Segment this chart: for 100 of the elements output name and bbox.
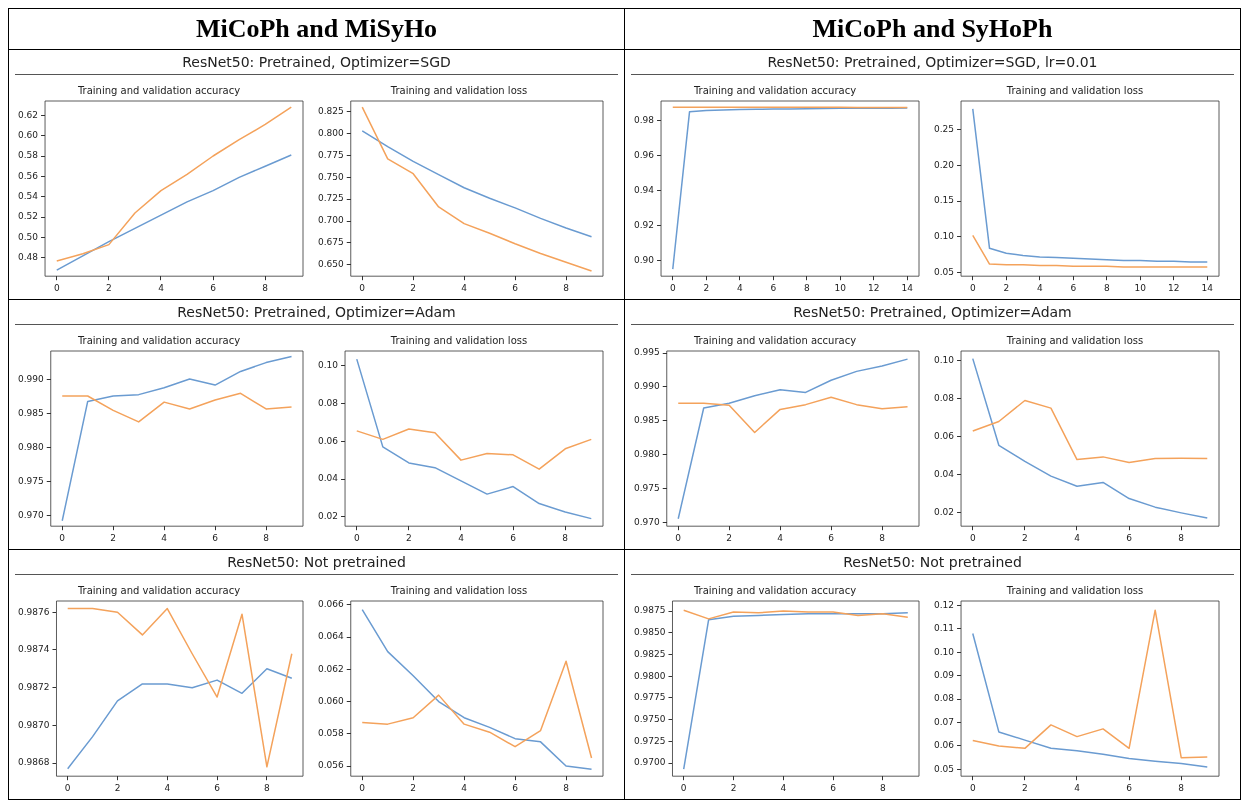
x-tick-label: 0: [353, 532, 360, 543]
x-tick-label: 8: [563, 782, 570, 793]
chart-title: Training and validation loss: [1005, 584, 1144, 596]
y-tick-label: 0.06: [933, 740, 955, 751]
x-tick-label: 2: [726, 532, 733, 543]
text: MiCoPh and SyHoPh: [812, 14, 1053, 43]
x-tick-label: 6: [828, 532, 835, 543]
y-tick-label: 0.9870: [17, 719, 50, 730]
y-tick-label: 0.62: [17, 109, 39, 120]
chart-title: Training and validation loss: [389, 584, 528, 596]
x-tick-label: 6: [1126, 782, 1133, 793]
x-tick-label: 6: [1126, 532, 1133, 543]
x-tick-label: 2: [1003, 282, 1010, 293]
chart-title: Training and validation accuracy: [76, 584, 241, 596]
y-tick-label: 0.985: [634, 415, 660, 426]
x-tick-label: 2: [703, 282, 710, 293]
y-tick-label: 0.94: [633, 184, 655, 195]
x-tick-label: 8: [562, 532, 569, 543]
x-tick-label: 0: [53, 282, 60, 293]
x-tick-label: 4: [1074, 532, 1081, 543]
x-tick-label: 2: [1022, 532, 1028, 543]
y-tick-label: 0.02: [317, 511, 339, 522]
y-tick-label: 0.825: [318, 105, 344, 116]
y-tick-label: 0.56: [17, 170, 39, 181]
y-tick-label: 0.700: [318, 215, 345, 226]
y-tick-label: 0.990: [18, 373, 45, 384]
x-tick-label: 4: [158, 282, 165, 293]
x-tick-label: 8: [1103, 282, 1110, 293]
chart-subtitle: ResNet50: Pretrained, Optimizer=SGD: [15, 54, 618, 75]
x-tick-label: 8: [263, 532, 270, 543]
x-tick-label: 4: [777, 532, 784, 543]
y-tick-label: 0.12: [933, 599, 955, 610]
y-tick-label: 0.04: [933, 469, 955, 480]
x-tick-label: 8: [803, 282, 810, 293]
chart-title: Training and validation accuracy: [76, 334, 241, 346]
x-tick-label: 8: [1178, 782, 1185, 793]
y-tick-label: 0.9800: [633, 670, 666, 681]
y-tick-label: 0.52: [17, 211, 39, 222]
chart-title: Training and validation accuracy: [76, 84, 241, 96]
y-tick-label: 0.20: [933, 159, 955, 170]
y-tick-label: 0.064: [318, 631, 345, 642]
y-tick-label: 0.9825: [633, 648, 666, 659]
y-tick-label: 0.990: [634, 381, 661, 392]
y-tick-label: 0.10: [317, 360, 339, 371]
y-tick-label: 0.9874: [17, 644, 50, 655]
x-tick-label: 12: [868, 282, 880, 293]
y-tick-label: 0.9750: [633, 714, 666, 724]
y-tick-label: 0.54: [17, 191, 39, 202]
x-tick-label: 2: [114, 782, 121, 793]
y-tick-label: 0.056: [318, 760, 345, 771]
x-tick-label: 0: [359, 782, 366, 793]
y-tick-label: 0.9872: [17, 682, 50, 692]
x-tick-label: 10: [834, 282, 847, 293]
y-tick-label: 0.650: [318, 259, 345, 270]
x-tick-label: 14: [901, 282, 914, 293]
chart-title: Training and validation loss: [389, 334, 528, 346]
x-tick-label: 0: [359, 282, 366, 293]
x-tick-label: 2: [1022, 782, 1028, 793]
x-tick-label: 4: [458, 532, 465, 543]
y-tick-label: 0.9875: [633, 605, 666, 616]
y-tick-label: 0.980: [18, 442, 45, 453]
x-tick-label: 0: [64, 782, 71, 793]
x-tick-label: 6: [214, 782, 221, 793]
y-tick-label: 0.9725: [633, 735, 666, 746]
y-tick-label: 0.9775: [633, 692, 666, 703]
x-tick-label: 0: [969, 282, 976, 293]
x-tick-label: 8: [880, 782, 887, 793]
x-tick-label: 0: [680, 782, 687, 793]
x-tick-label: 2: [410, 782, 417, 793]
x-tick-label: 6: [512, 782, 519, 793]
y-tick-label: 0.09: [933, 670, 955, 681]
x-tick-label: 4: [461, 282, 468, 293]
y-tick-label: 0.04: [317, 473, 339, 484]
x-tick-label: 4: [780, 782, 787, 793]
y-tick-label: 0.970: [18, 510, 45, 521]
x-tick-label: 14: [1201, 282, 1214, 293]
y-tick-label: 0.10: [933, 646, 955, 657]
chart-subtitle: ResNet50: Pretrained, Optimizer=Adam: [631, 304, 1234, 325]
y-tick-label: 0.02: [933, 507, 955, 518]
x-tick-label: 2: [730, 782, 737, 793]
x-tick-label: 0: [675, 532, 682, 543]
y-tick-label: 0.25: [933, 123, 955, 134]
x-tick-label: 0: [969, 532, 976, 543]
x-tick-label: 8: [563, 282, 570, 293]
y-tick-label: 0.800: [318, 127, 345, 138]
chart-subtitle: ResNet50: Not pretrained: [15, 554, 618, 575]
chart-title: Training and validation loss: [1005, 84, 1144, 96]
y-tick-label: 0.980: [634, 449, 661, 460]
x-tick-label: 8: [1178, 532, 1185, 543]
y-tick-label: 0.10: [933, 231, 955, 242]
x-tick-label: 6: [512, 282, 519, 293]
y-tick-label: 0.750: [318, 171, 345, 182]
y-tick-label: 0.90: [633, 254, 655, 265]
y-tick-label: 0.9876: [17, 606, 50, 617]
y-tick-label: 0.92: [633, 219, 655, 230]
chart-subtitle: ResNet50: Pretrained, Optimizer=SGD, lr=0.01: [631, 54, 1234, 75]
y-tick-label: 0.15: [933, 195, 955, 206]
y-tick-label: 0.725: [318, 193, 344, 204]
x-tick-label: 8: [879, 532, 886, 543]
y-tick-label: 0.975: [18, 476, 44, 487]
